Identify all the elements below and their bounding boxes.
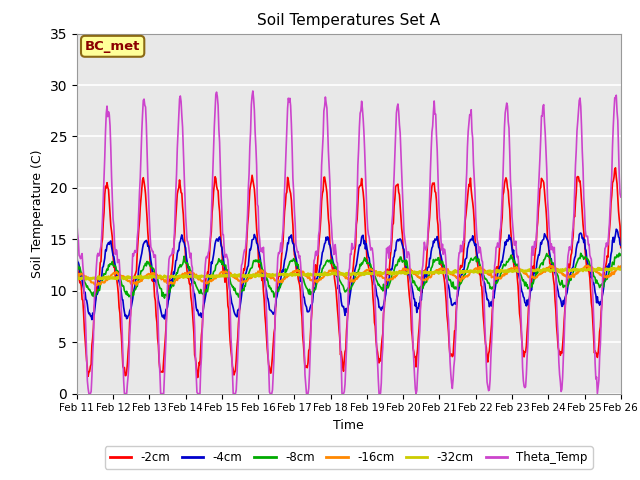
-16cm — [448, 271, 456, 277]
-32cm — [595, 265, 602, 271]
-8cm — [568, 272, 575, 278]
-8cm — [127, 296, 135, 301]
Theta_Temp — [395, 108, 403, 114]
Theta_Temp — [342, 364, 349, 370]
-32cm — [216, 274, 223, 279]
-4cm — [193, 308, 201, 313]
-32cm — [617, 266, 625, 272]
-16cm — [132, 283, 140, 288]
-32cm — [394, 271, 401, 276]
-8cm — [216, 259, 224, 265]
-2cm — [617, 245, 625, 251]
Theta_Temp — [568, 229, 576, 235]
-4cm — [612, 227, 620, 232]
-2cm — [216, 224, 224, 229]
Legend: -2cm, -4cm, -8cm, -16cm, -32cm, Theta_Temp: -2cm, -4cm, -8cm, -16cm, -32cm, Theta_Te… — [105, 446, 593, 469]
-4cm — [88, 317, 96, 323]
Line: Theta_Temp: Theta_Temp — [77, 91, 621, 394]
-8cm — [616, 251, 623, 256]
-2cm — [568, 250, 575, 256]
Theta_Temp — [216, 167, 224, 173]
Theta_Temp — [449, 385, 456, 391]
X-axis label: Time: Time — [333, 419, 364, 432]
-16cm — [341, 274, 349, 280]
-4cm — [73, 253, 81, 259]
-32cm — [340, 273, 348, 278]
Line: -16cm: -16cm — [77, 265, 621, 286]
Text: BC_met: BC_met — [85, 40, 140, 53]
-4cm — [617, 242, 625, 248]
Title: Soil Temperatures Set A: Soil Temperatures Set A — [257, 13, 440, 28]
-8cm — [193, 285, 201, 290]
-16cm — [584, 263, 592, 268]
-8cm — [73, 262, 81, 268]
-16cm — [568, 273, 575, 279]
-4cm — [448, 302, 456, 308]
Line: -8cm: -8cm — [77, 253, 621, 299]
Line: -4cm: -4cm — [77, 229, 621, 320]
-2cm — [193, 361, 200, 367]
Theta_Temp — [73, 218, 81, 224]
-8cm — [448, 283, 456, 288]
-16cm — [394, 270, 402, 276]
-16cm — [73, 272, 81, 278]
Line: -2cm: -2cm — [77, 168, 621, 378]
-2cm — [394, 181, 402, 187]
-4cm — [394, 237, 402, 242]
-16cm — [216, 270, 224, 276]
-16cm — [193, 273, 201, 279]
Theta_Temp — [249, 88, 257, 94]
-32cm — [447, 270, 454, 276]
-4cm — [568, 267, 575, 273]
Theta_Temp — [193, 389, 201, 395]
-8cm — [341, 289, 349, 295]
Line: -32cm: -32cm — [77, 268, 621, 280]
-4cm — [341, 312, 349, 318]
-32cm — [193, 275, 200, 280]
Theta_Temp — [85, 391, 93, 396]
-32cm — [567, 267, 575, 273]
-2cm — [194, 375, 202, 381]
-32cm — [73, 277, 81, 283]
Theta_Temp — [617, 194, 625, 200]
-8cm — [394, 259, 402, 264]
Y-axis label: Soil Temperature (C): Soil Temperature (C) — [31, 149, 44, 278]
-2cm — [341, 349, 349, 355]
-16cm — [617, 264, 625, 269]
-8cm — [617, 252, 625, 257]
-2cm — [73, 249, 81, 255]
-2cm — [612, 165, 620, 171]
-4cm — [216, 237, 224, 243]
-2cm — [448, 351, 456, 357]
